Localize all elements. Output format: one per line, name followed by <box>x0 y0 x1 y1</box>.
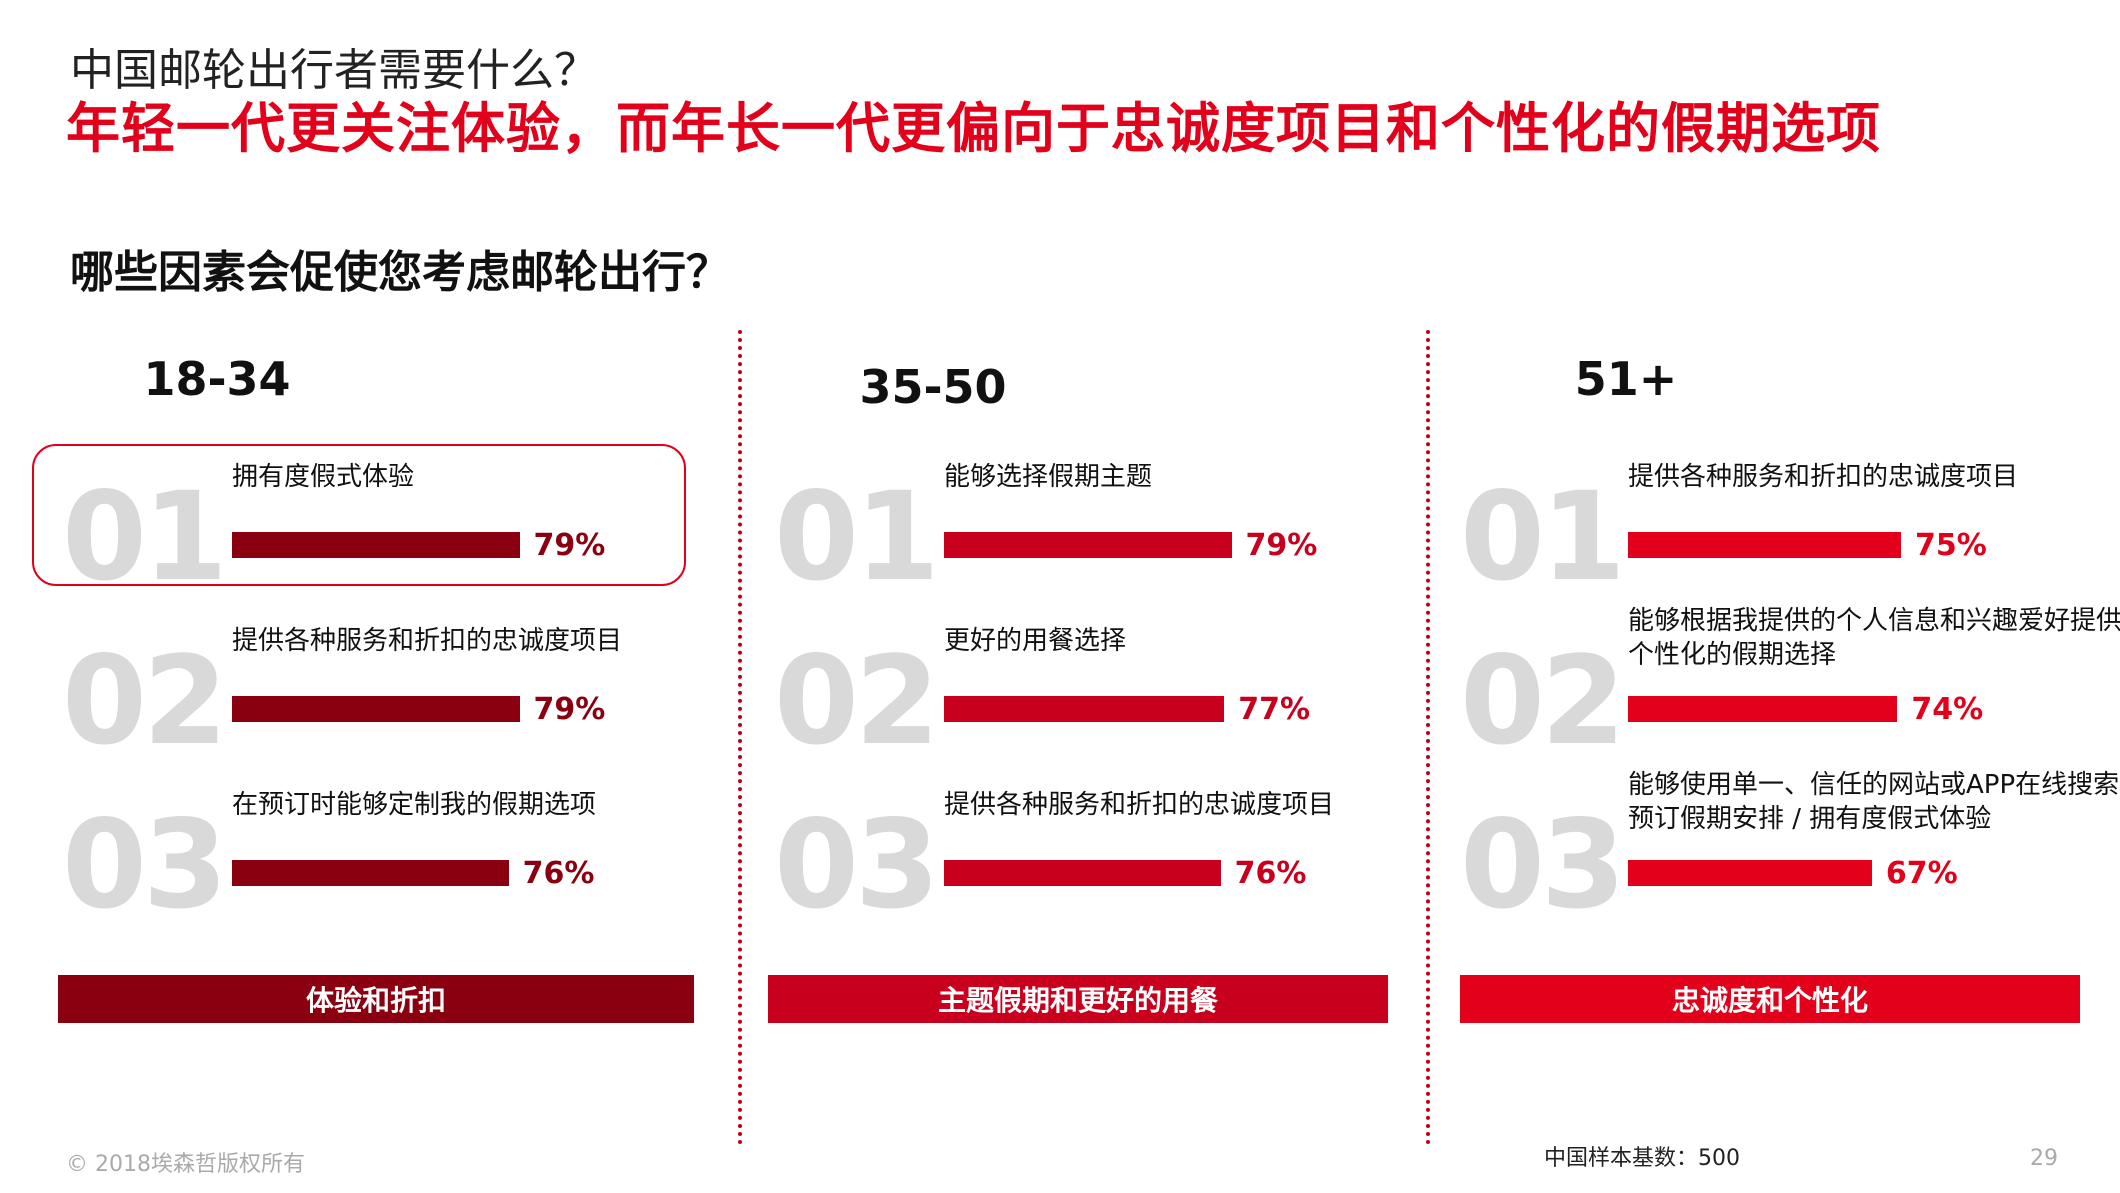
survey-question: 哪些因素会促使您考虑邮轮出行？ <box>70 247 730 298</box>
rank-number: 02 <box>774 630 940 772</box>
age-group-title: 51+ <box>1574 352 1678 406</box>
value-label: 76% <box>522 856 595 891</box>
value-bar <box>944 696 1225 722</box>
column-divider <box>1426 330 1430 1145</box>
slide-headline: 年轻一代更关注体验，而年长一代更偏向于忠诚度项目和个性化的假期选项 <box>66 97 1881 160</box>
value-bar <box>1628 696 1898 722</box>
rank-number: 02 <box>62 630 228 772</box>
factor-label: 能够使用单一、信任的网站或APP在线搜索和 预订假期安排 / 拥有度假式体验 <box>1628 770 2120 834</box>
value-label: 77% <box>1238 692 1311 727</box>
rank-number: 03 <box>62 794 228 936</box>
rank-number: 01 <box>1460 466 1626 608</box>
value-label: 79% <box>1245 528 1318 563</box>
copyright: © 2018埃森哲版权所有 <box>66 1152 305 1177</box>
group-summary-band: 主题假期和更好的用餐 <box>768 975 1388 1023</box>
value-label: 79% <box>533 528 606 563</box>
value-bar <box>232 532 520 558</box>
group-summary-band: 忠诚度和个性化 <box>1460 975 2080 1023</box>
value-label: 76% <box>1234 856 1307 891</box>
factor-label: 拥有度假式体验 <box>232 462 415 492</box>
column-divider <box>738 330 742 1145</box>
value-bar <box>232 860 509 886</box>
value-label: 75% <box>1915 528 1987 563</box>
rank-number: 03 <box>1460 794 1626 936</box>
highlight-box <box>32 444 686 586</box>
rank-number: 01 <box>62 466 228 608</box>
rank-number: 03 <box>774 794 940 936</box>
value-bar <box>944 860 1221 886</box>
value-label: 74% <box>1911 692 1984 727</box>
rank-number: 02 <box>1460 630 1626 772</box>
slide-kicker: 中国邮轮出行者需要什么？ <box>70 45 598 96</box>
factor-label: 能够根据我提供的个人信息和兴趣爱好提供 个性化的假期选择 <box>1628 606 2120 670</box>
value-label: 67% <box>1885 856 1958 891</box>
age-group-title: 35-50 <box>859 360 1007 414</box>
sample-size: 中国样本基数：500 <box>1544 1146 1740 1171</box>
group-summary-band: 体验和折扣 <box>58 975 694 1023</box>
factor-label: 提供各种服务和折扣的忠诚度项目 <box>1628 462 2019 492</box>
value-bar <box>1628 532 1901 558</box>
value-bar <box>1628 860 1872 886</box>
rank-number: 01 <box>774 466 940 608</box>
factor-label: 提供各种服务和折扣的忠诚度项目 <box>944 790 1335 820</box>
age-group-title: 18-34 <box>143 352 291 406</box>
factor-label: 提供各种服务和折扣的忠诚度项目 <box>232 626 623 656</box>
page-number: 29 <box>2030 1146 2058 1171</box>
value-bar <box>944 532 1232 558</box>
factor-label: 更好的用餐选择 <box>944 626 1127 656</box>
value-label: 79% <box>533 692 606 727</box>
value-bar <box>232 696 520 722</box>
factor-label: 能够选择假期主题 <box>944 462 1153 492</box>
factor-label: 在预订时能够定制我的假期选项 <box>232 790 597 820</box>
